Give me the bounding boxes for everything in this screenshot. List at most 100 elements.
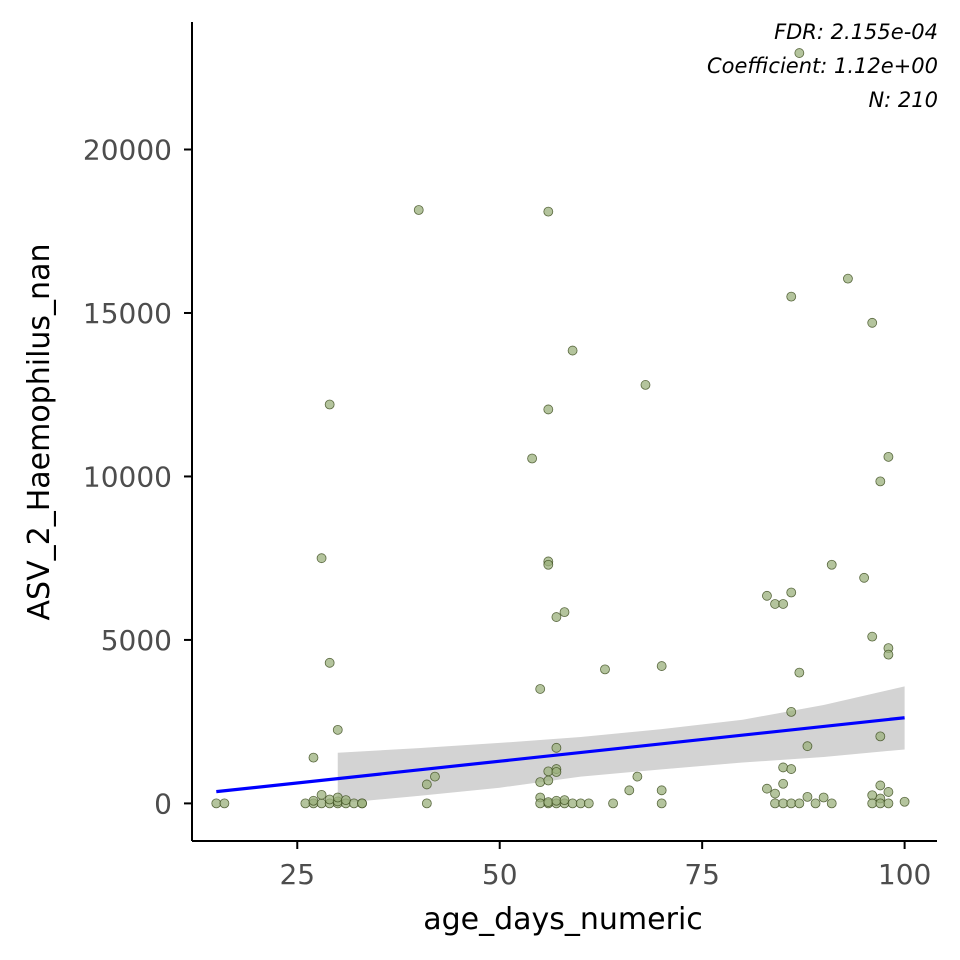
data-point bbox=[778, 778, 789, 789]
data-point bbox=[583, 798, 594, 809]
data-point bbox=[875, 731, 886, 742]
data-point bbox=[211, 798, 222, 809]
data-point bbox=[608, 798, 618, 809]
y-axis-title: ASV_2_Haemophilus_nan bbox=[22, 244, 57, 621]
data-point bbox=[308, 752, 319, 763]
data-point bbox=[778, 762, 789, 773]
data-point bbox=[810, 798, 821, 809]
data-point bbox=[883, 649, 894, 660]
data-point bbox=[794, 48, 805, 58]
x-tick-label: 25 bbox=[279, 858, 315, 891]
y-tick-label: 0 bbox=[154, 787, 172, 820]
data-point bbox=[543, 775, 554, 786]
data-point bbox=[632, 771, 643, 782]
data-point bbox=[543, 797, 554, 807]
data-point bbox=[567, 345, 578, 356]
annotation-coefficient: Coefficient: 1.12e+00 bbox=[707, 54, 938, 78]
data-point bbox=[859, 572, 870, 583]
points-layer bbox=[211, 48, 910, 809]
data-point bbox=[875, 476, 886, 487]
data-point bbox=[802, 741, 813, 752]
data-point bbox=[770, 798, 780, 809]
data-point bbox=[624, 785, 635, 796]
data-point bbox=[332, 724, 343, 735]
data-point bbox=[551, 767, 562, 777]
data-point bbox=[551, 612, 562, 622]
data-point bbox=[551, 795, 562, 806]
x-tick-label: 50 bbox=[482, 858, 518, 891]
data-point bbox=[826, 798, 837, 809]
y-tick-label: 10000 bbox=[83, 460, 172, 493]
data-point bbox=[786, 764, 797, 774]
data-point bbox=[770, 788, 780, 799]
data-point bbox=[875, 780, 886, 791]
data-point bbox=[899, 796, 910, 807]
data-point bbox=[219, 798, 230, 809]
data-point bbox=[324, 399, 335, 410]
x-tick-label: 100 bbox=[878, 858, 931, 891]
data-point bbox=[543, 404, 554, 415]
fit-line-layer bbox=[216, 716, 905, 794]
annotation-n: N: 210 bbox=[868, 88, 938, 112]
axes-layer: 25 50 75 100 0 5000 10000 15000 20000 bbox=[83, 22, 937, 891]
data-point bbox=[600, 664, 610, 675]
data-point bbox=[786, 798, 797, 809]
data-point bbox=[883, 451, 894, 462]
data-point bbox=[357, 798, 367, 809]
y-tick-label: 15000 bbox=[83, 297, 172, 330]
confidence-band-layer bbox=[337, 686, 905, 804]
y-tick-label: 20000 bbox=[83, 134, 172, 167]
data-point bbox=[826, 559, 837, 570]
data-point bbox=[867, 798, 878, 809]
data-point bbox=[559, 607, 570, 618]
data-point bbox=[778, 798, 789, 809]
regression-line bbox=[216, 716, 905, 794]
data-point bbox=[786, 706, 797, 717]
confidence-band bbox=[337, 686, 905, 804]
data-point bbox=[413, 205, 424, 215]
data-point bbox=[786, 291, 797, 302]
data-point bbox=[535, 777, 546, 788]
data-point bbox=[786, 587, 797, 598]
data-point bbox=[421, 798, 432, 809]
data-point bbox=[883, 798, 894, 809]
data-point bbox=[567, 798, 578, 809]
data-point bbox=[551, 742, 562, 753]
data-point bbox=[559, 795, 570, 806]
data-point bbox=[308, 795, 319, 806]
data-point bbox=[794, 667, 805, 678]
data-point bbox=[324, 794, 335, 805]
data-point bbox=[867, 790, 878, 801]
data-point bbox=[770, 599, 780, 609]
data-point bbox=[875, 798, 886, 809]
data-point bbox=[883, 787, 894, 797]
data-point bbox=[324, 657, 335, 668]
data-point bbox=[421, 779, 432, 790]
annotation-fdr: FDR: 2.155e-04 bbox=[774, 20, 938, 44]
data-point bbox=[656, 798, 667, 809]
data-point bbox=[656, 661, 667, 671]
data-point bbox=[535, 684, 546, 694]
data-point bbox=[656, 785, 667, 796]
data-point bbox=[843, 273, 853, 284]
data-point bbox=[802, 791, 813, 802]
data-point bbox=[867, 317, 878, 328]
x-axis-title: age_days_numeric bbox=[423, 902, 703, 937]
data-point bbox=[430, 771, 440, 782]
data-point bbox=[316, 553, 327, 564]
data-point bbox=[349, 798, 359, 809]
y-tick-label: 5000 bbox=[101, 624, 172, 657]
data-point bbox=[818, 792, 829, 803]
data-point bbox=[867, 631, 878, 642]
data-point bbox=[778, 599, 789, 609]
data-point bbox=[575, 798, 586, 809]
data-point bbox=[543, 559, 554, 570]
data-point bbox=[762, 590, 772, 601]
data-point bbox=[543, 766, 554, 777]
data-point bbox=[316, 798, 327, 809]
data-point bbox=[794, 798, 805, 809]
data-point bbox=[340, 795, 351, 806]
data-point bbox=[332, 792, 343, 803]
data-point bbox=[300, 798, 311, 809]
